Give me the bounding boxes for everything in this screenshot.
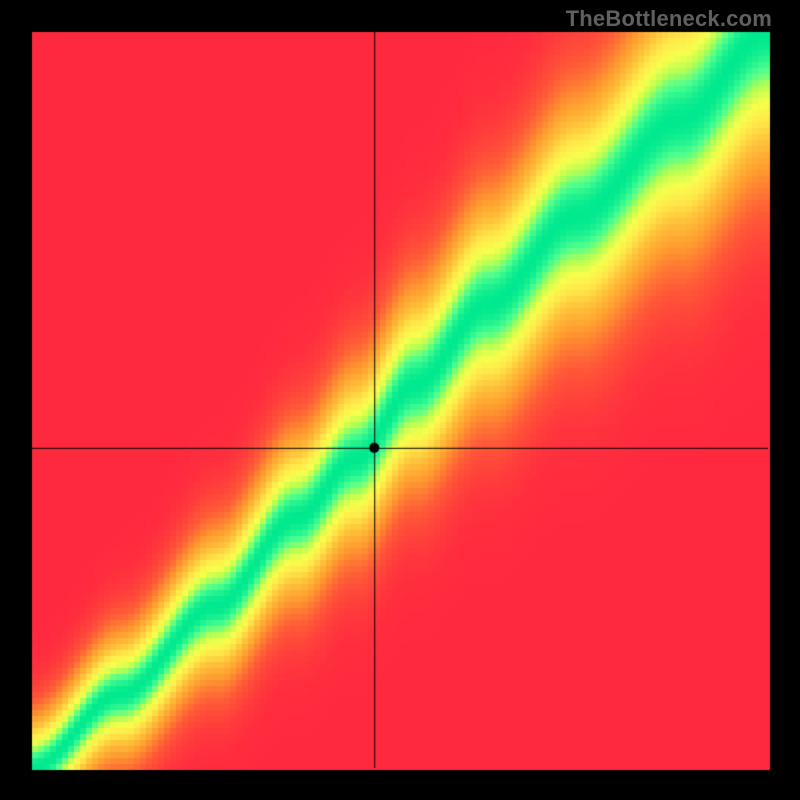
watermark-text: TheBottleneck.com	[566, 6, 772, 32]
bottleneck-heatmap-canvas	[0, 0, 800, 800]
chart-container: TheBottleneck.com	[0, 0, 800, 800]
